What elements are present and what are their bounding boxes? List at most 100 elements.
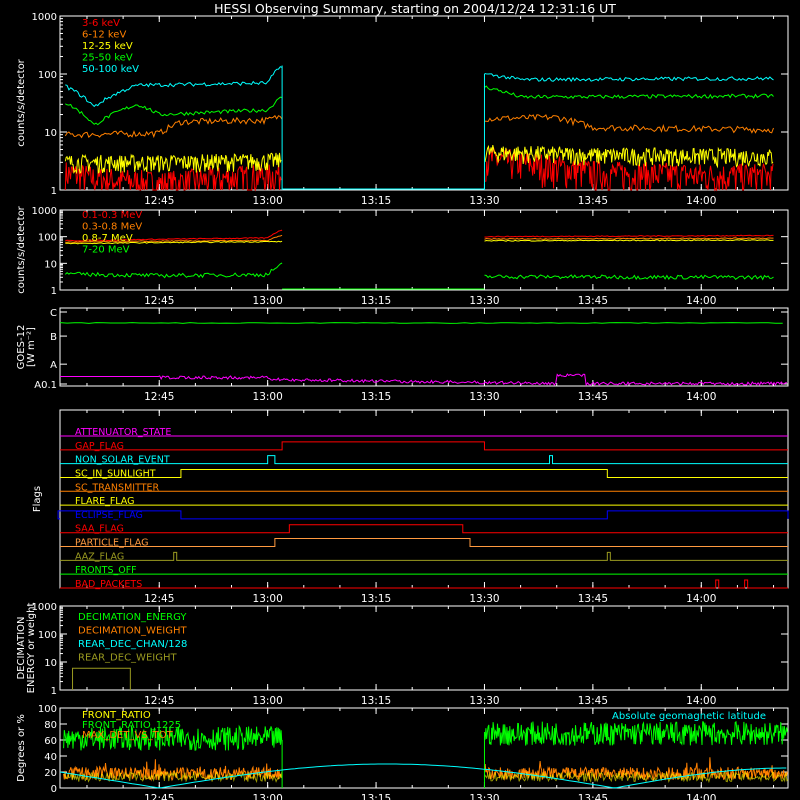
panel-lowenergy-xtick-label: 13:15 (361, 195, 391, 207)
panel-highenergy-series-1-seg (484, 237, 774, 240)
panel-highenergy-xtick-label: 13:30 (469, 295, 499, 307)
panel-highenergy-series-1-seg (65, 234, 283, 243)
panel-ratios-series-max-det (63, 759, 283, 782)
panel-decimation-legend-1: DECIMATION_WEIGHT (78, 626, 187, 637)
panel-lowenergy-xtick-label: 13:00 (253, 195, 283, 207)
panel-decimation-xtick-label: 14:00 (686, 695, 716, 707)
panel-flags-label-saa-flag: SAA_FLAG (75, 524, 124, 535)
panel-decimation-xtick-label: 13:30 (469, 695, 499, 707)
panel-ratios-xtick-label: 13:45 (578, 793, 608, 800)
panel-flags-xtick-label: 13:45 (578, 593, 608, 605)
panel-ratios-ylabel: Degrees or % (16, 714, 27, 782)
panel-lowenergy-series-2-seg (484, 144, 774, 169)
panel-goes-ytick-label: B (50, 332, 57, 343)
panel-lowenergy-ylabel: counts/s/detector (16, 58, 27, 146)
panel-goes-frame (59, 307, 789, 387)
panel-flags-label-aaz-flag: AAZ_FLAG (75, 551, 124, 562)
panel-ratios-series-front-ratio-1225 (63, 724, 283, 752)
panel-goes-ytick-label: A0.1 (34, 380, 57, 391)
figure-title: HESSI Observing Summary, starting on 200… (214, 1, 616, 16)
panel-ratios-ytick-label: 0 (51, 784, 57, 795)
panel-goes-ytick-label: A (50, 360, 57, 371)
panel-flags-xtick-label: 12:45 (144, 593, 174, 605)
panel-flags-label-sc-transmitter: SC_TRANSMITTER (75, 482, 160, 493)
panel-lowenergy-series-0-seg (64, 162, 282, 192)
panel-flags-ylabel: Flags (32, 486, 43, 512)
panel-ratios-ytick-label: 60 (44, 736, 57, 747)
panel-highenergy-legend-1: 0.3-0.8 MeV (82, 222, 142, 233)
panel-lowenergy-ytick-label: 1000 (32, 12, 57, 23)
panel-highenergy-series-2-seg (65, 240, 283, 245)
panel-flags-trace-eclipse-flag (57, 510, 789, 520)
panel-decimation-series-rear-dec-weight (72, 667, 131, 690)
panel-decimation-ylabel: ENERGY or weight (26, 603, 37, 694)
panel-decimation-xtick-label: 13:15 (361, 695, 391, 707)
panel-highenergy-xtick-label: 13:00 (253, 295, 283, 307)
panel-highenergy-series-2-seg (484, 239, 774, 242)
panel-decimation-legend-2: REAR_DEC_CHAN/128 (78, 639, 187, 650)
panel-flags-trace-saa-flag (60, 524, 788, 534)
panel-flags-label-attenuator-state: ATTENUATOR_STATE (75, 427, 171, 438)
panel-lowenergy-legend-4: 50-100 keV (82, 64, 139, 75)
panel-flags-label-flare-flag: FLARE_FLAG (75, 496, 135, 507)
panel-goes-xtick-label: 14:00 (686, 391, 716, 403)
panel-ratios-series-geomag-lat (59, 763, 787, 789)
panel-goes-series-short (60, 373, 788, 387)
panel-lowenergy-series-1-seg (484, 114, 774, 134)
panel-lowenergy-xtick-label: 14:00 (686, 195, 716, 207)
panel-ratios-legend-0: FRONT_RATIO (82, 710, 151, 721)
panel-highenergy-series-3-seg (484, 274, 774, 281)
panel-lowenergy-ytick-label: 1 (51, 186, 57, 197)
panel-flags-label-particle-flag: PARTICLE_FLAG (75, 538, 148, 549)
panel-lowenergy-series-2-seg (64, 152, 282, 175)
panel-ratios-ytick-label: 40 (44, 752, 57, 763)
panel-flags-trace-non-solar-event (60, 455, 788, 465)
panel-flags-trace-bad-packets (60, 579, 788, 589)
panel-highenergy-xtick-label: 13:45 (578, 295, 608, 307)
panel-decimation-ytick-label: 100 (38, 630, 57, 641)
panel-flags-label-fronts-off: FRONTS_OFF (75, 565, 137, 576)
panel-highenergy-xtick-label: 14:00 (686, 295, 716, 307)
panel-highenergy-series-0-seg (484, 234, 774, 238)
panel-highenergy-xtick-label: 12:45 (144, 295, 174, 307)
panel-decimation-xtick-label: 13:00 (253, 695, 283, 707)
panel-goes-xtick-label: 13:00 (253, 391, 283, 403)
panel-flags-label-eclipse-flag: ECLIPSE_FLAG (75, 510, 143, 521)
panel-highenergy-ylabel: counts/s/detector (16, 205, 27, 293)
panel-highenergy-ytick-label: 1000 (32, 206, 57, 217)
panel-lowenergy-series-3-seg (65, 96, 283, 126)
panel-decimation-frame (59, 605, 789, 691)
panel-highenergy-legend-3: 7-20 MeV (82, 245, 130, 256)
panel-ratios-ytick-label: 80 (44, 720, 57, 731)
panel-decimation-legend-3: REAR_DEC_WEIGHT (78, 653, 177, 664)
panel-flags-label-gap-flag: GAP_FLAG (75, 441, 124, 452)
panel-goes-xtick-label: 13:15 (361, 391, 391, 403)
panel-lowenergy-series-3-seg (484, 85, 774, 99)
panel-goes-xtick-label: 13:45 (578, 391, 608, 403)
panel-highenergy-ytick-label: 1 (51, 286, 57, 297)
panel-flags-trace-aaz-flag (60, 551, 788, 561)
panel-ratios-xtick-label: 14:00 (686, 793, 716, 800)
panel-flags-label-bad-packets: BAD_PACKETS (75, 579, 142, 590)
panel-flags-trace-gap-flag (60, 441, 788, 451)
panel-ratios-xtick-label: 12:45 (144, 793, 174, 800)
panel-goes-xtick-label: 13:30 (469, 391, 499, 403)
panel-lowenergy-legend-3: 25-50 keV (82, 53, 133, 64)
panel-decimation-ytick-label: 1000 (32, 602, 57, 613)
panel-lowenergy-series-4-seg (65, 66, 283, 108)
panel-ratios-ytick-label: 20 (44, 768, 57, 779)
panel-ratios-xtick-label: 13:15 (361, 793, 391, 800)
panel-lowenergy-xtick-label: 13:45 (578, 195, 608, 207)
panel-lowenergy-frame (59, 15, 789, 191)
panel-lowenergy-series-0-seg (484, 146, 774, 192)
panel-flags-trace-sc-in-sunlight (60, 468, 788, 478)
panel-lowenergy-legend-1: 6-12 keV (82, 30, 126, 41)
panel-lowenergy-xtick-label: 13:30 (469, 195, 499, 207)
panel-lowenergy-series-4-seg (484, 73, 774, 83)
panel-ratios-series-front-ratio (484, 770, 789, 784)
panel-lowenergy-xtick-label: 12:45 (144, 195, 174, 207)
panel-flags-label-non-solar-event: NON_SOLAR_EVENT (75, 455, 170, 466)
panel-lowenergy-series-1-seg (64, 115, 283, 139)
